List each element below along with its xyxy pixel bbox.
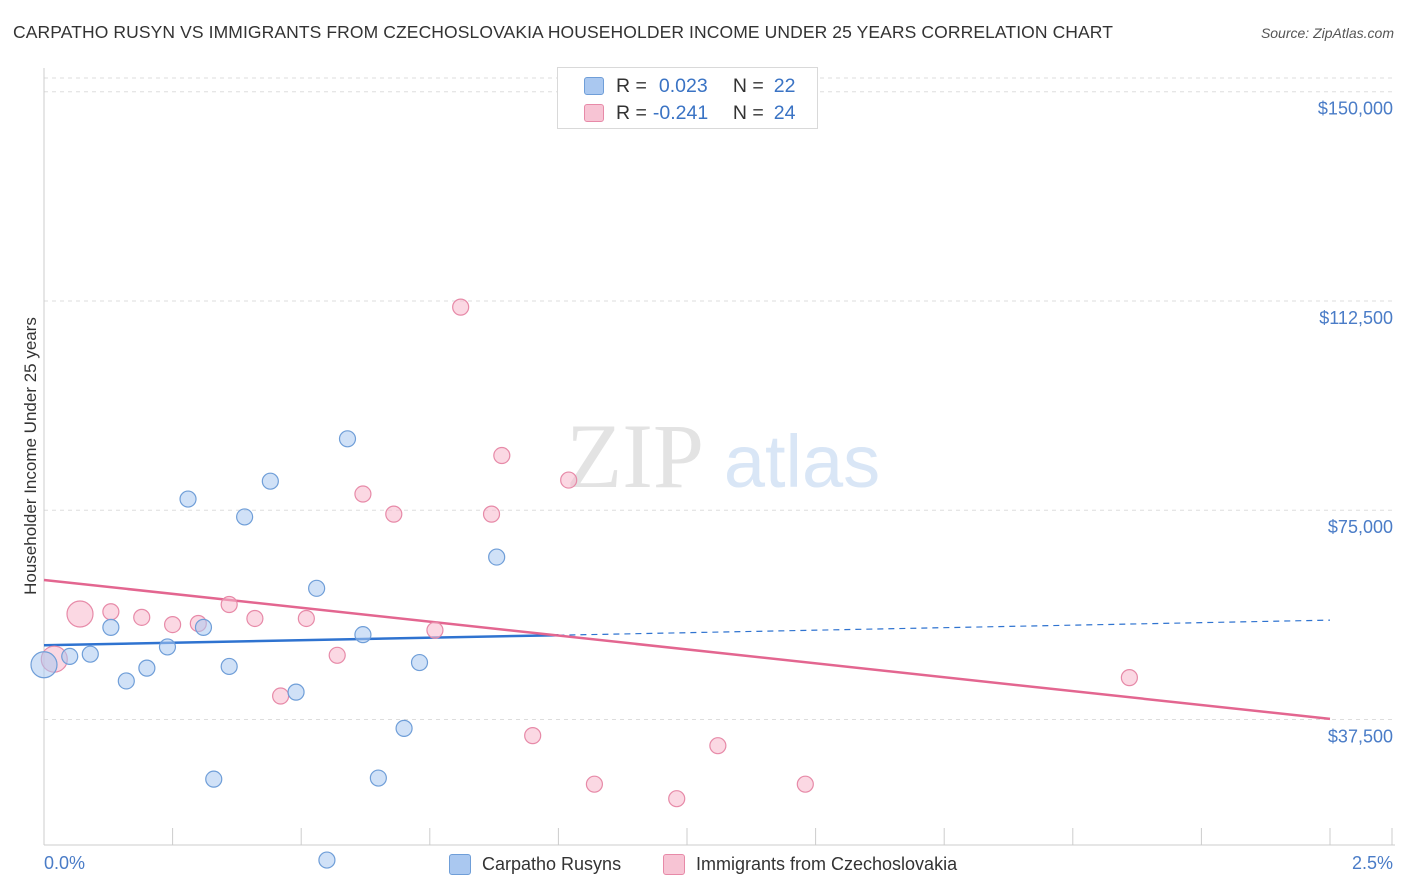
- legend-r-value: -0.241: [652, 101, 709, 124]
- czechoslovakia-point: [452, 298, 470, 316]
- carpatho-point: [205, 770, 223, 788]
- carpatho-point: [138, 659, 156, 677]
- carpatho-point: [194, 618, 213, 636]
- bottom-legend-label: Immigrants from Czechoslovakia: [696, 853, 958, 874]
- trend-lines: [43, 578, 1331, 721]
- czechoslovakia-point: [668, 790, 686, 808]
- czechoslovakia-point: [246, 609, 264, 628]
- legend-row-carpatho: R = 0.023 N = 22: [584, 73, 795, 99]
- y-tick-label: $75,000: [1328, 517, 1393, 537]
- carpatho-point: [236, 508, 254, 526]
- axes: [43, 68, 1395, 846]
- legend-r-label: R =: [616, 74, 647, 97]
- czechoslovakia-point: [482, 505, 501, 523]
- carpatho-point: [395, 719, 413, 737]
- legend-n-label: N =: [732, 101, 764, 124]
- carpatho-point: [488, 548, 506, 566]
- carpatho-trend-line-extension: [558, 619, 1331, 636]
- x-tick-label: 2.5%: [1352, 853, 1393, 873]
- stats-legend: R = 0.023 N = 22 R = -0.241 N = 24: [557, 67, 818, 129]
- carpatho-point: [30, 651, 58, 679]
- czechoslovakia-trend-line: [43, 578, 1331, 721]
- legend-swatch-blue: [584, 77, 604, 95]
- carpatho-point: [220, 657, 238, 676]
- czechoslovakia-point: [796, 775, 814, 793]
- carpatho-point: [410, 653, 429, 672]
- carpatho-point: [338, 430, 357, 448]
- czechoslovakia-point: [328, 646, 346, 664]
- czechoslovakia-point: [272, 687, 290, 705]
- y-tick-label: $37,500: [1328, 726, 1393, 746]
- y-axis-label: Householder Income Under 25 years: [21, 317, 40, 595]
- legend-r-value: 0.023: [658, 74, 708, 97]
- y-tick-labels: $37,500 $75,000 $112,500 $150,000: [1318, 99, 1393, 747]
- carpatho-point: [308, 579, 326, 597]
- bottom-legend-label: Carpatho Rusyns: [482, 853, 622, 874]
- bottom-legend-swatch-pink: [663, 853, 685, 875]
- czechoslovakia-point: [102, 603, 120, 621]
- bottom-legend-carpatho: Carpatho Rusyns: [449, 851, 621, 877]
- bottom-legend-czechoslovakia: Immigrants from Czechoslovakia: [663, 851, 957, 877]
- carpatho-point: [81, 645, 99, 663]
- czechoslovakia-point: [709, 737, 727, 755]
- carpatho-point: [354, 626, 372, 644]
- czechoslovakia-point: [493, 446, 511, 465]
- czechoslovakia-point: [164, 616, 182, 634]
- legend-swatch-pink: [584, 104, 604, 122]
- x-tick-label: 0.0%: [44, 853, 85, 873]
- x-tick-labels: 0.0% 2.5%: [44, 853, 1393, 873]
- carpatho-point: [261, 472, 279, 490]
- czechoslovakia-point: [133, 608, 151, 626]
- legend-row-czechoslovakia: R = -0.241 N = 24: [584, 100, 795, 126]
- chart-title: CARPATHO RUSYN VS IMMIGRANTS FROM CZECHO…: [13, 22, 1114, 42]
- czechoslovakia-point: [1120, 669, 1138, 687]
- y-tick-label: $112,500: [1319, 308, 1393, 328]
- czechoslovakia-point: [66, 600, 94, 628]
- carpatho-point: [102, 618, 120, 636]
- carpatho-trend-line: [43, 633, 559, 647]
- carpatho-point: [318, 851, 336, 869]
- y-tick-label: $150,000: [1318, 99, 1393, 119]
- carpatho-point: [61, 647, 79, 666]
- carpatho-point: [369, 769, 387, 787]
- czechoslovakia-point: [426, 621, 444, 639]
- carpatho-point: [179, 490, 197, 508]
- legend-n-value: 24: [773, 101, 796, 124]
- czechoslovakia-point: [220, 595, 238, 614]
- watermark-zip: ZIP: [566, 405, 704, 507]
- czechoslovakia-point: [560, 471, 578, 489]
- czechoslovakia-point: [354, 485, 372, 503]
- grid: [44, 77, 1395, 720]
- data-points: [30, 298, 1138, 869]
- legend-n-label: N =: [732, 74, 764, 97]
- source-note: Source: ZipAtlas.com: [1260, 25, 1394, 41]
- czechoslovakia-point: [524, 727, 542, 745]
- carpatho-point: [158, 638, 177, 656]
- czechoslovakia-point: [585, 775, 604, 793]
- carpatho-point: [117, 672, 135, 690]
- legend-r-label: R =: [616, 101, 647, 124]
- watermark: ZIP atlas: [566, 405, 880, 507]
- carpatho-point: [287, 683, 305, 701]
- czechoslovakia-point: [297, 609, 315, 628]
- bottom-legend-swatch-blue: [449, 853, 471, 875]
- legend-n-value: 22: [773, 74, 796, 97]
- czechoslovakia-point: [385, 505, 403, 523]
- watermark-atlas: atlas: [724, 420, 880, 503]
